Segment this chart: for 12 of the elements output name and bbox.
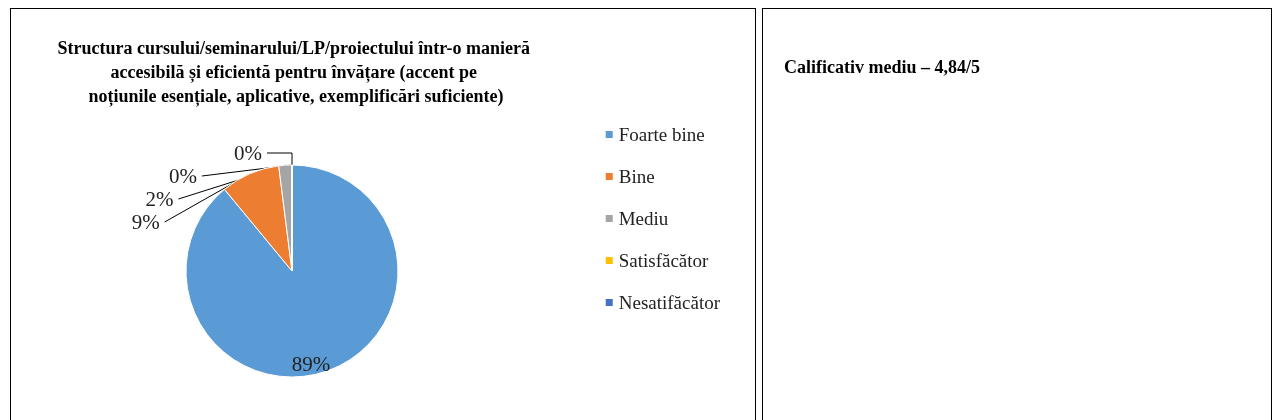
data-label: 2% xyxy=(145,187,174,211)
legend-label: Nesatifăcător xyxy=(618,292,721,313)
text: Calificativ mediu – 4,84/5 xyxy=(784,57,980,77)
legend-label: Foarte bine xyxy=(618,124,705,145)
legend-label: Bine xyxy=(618,166,655,187)
chart-title: Structura cursului/seminarului/LP/proiectului într-o manieră accesibilă și eficientă pentru învățare (accent pe noțiunile esențiale, aplicative, exemplificări suficiente) xyxy=(57,38,535,107)
legend-label: Mediu xyxy=(618,208,669,229)
data-label: 9% xyxy=(131,210,160,234)
legend-label: Satisfăcător xyxy=(618,250,710,271)
data-label: 89% xyxy=(291,351,331,376)
text: 0% xyxy=(168,164,197,188)
text: 0% xyxy=(234,141,262,165)
